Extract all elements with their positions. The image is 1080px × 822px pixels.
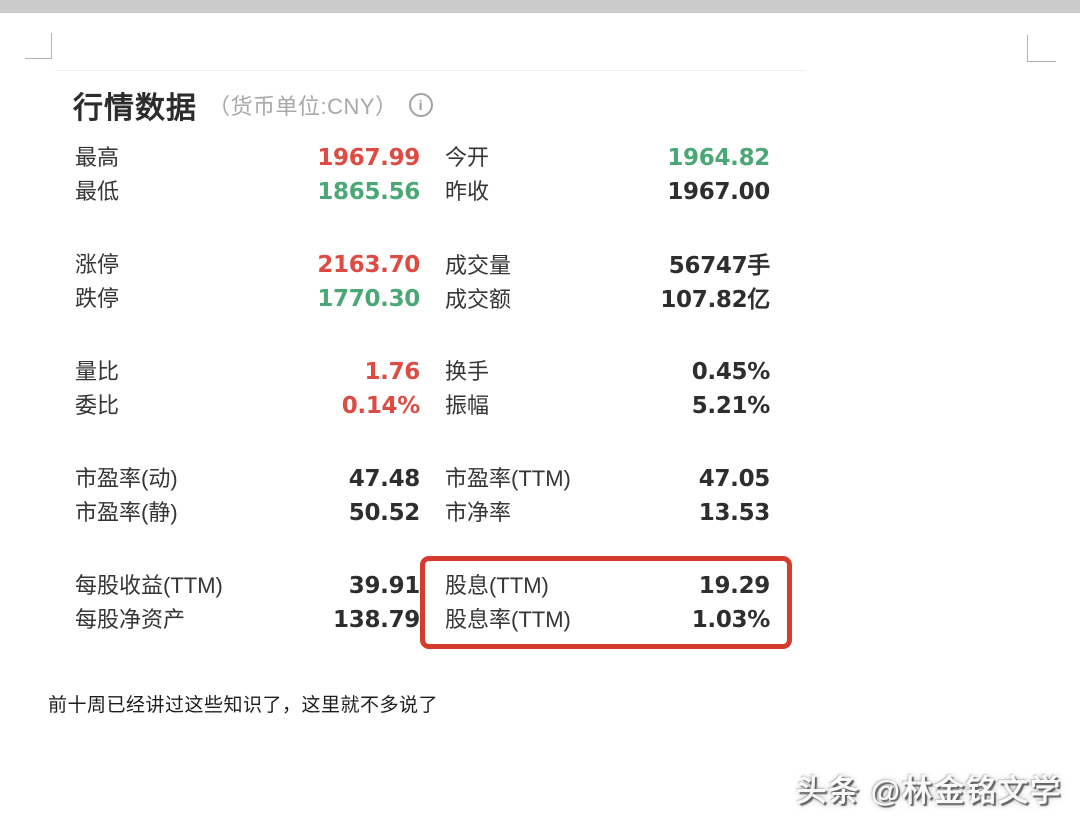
metric-label: 涨停 bbox=[75, 252, 120, 277]
metric-label: 每股收益(TTM) bbox=[75, 573, 223, 598]
metric-dividend-ttm: 股息(TTM) 19.29 bbox=[445, 568, 770, 600]
toutiao-watermark: 头条 @林金铭文学 bbox=[796, 775, 1062, 808]
metric-value: 50.52 bbox=[348, 500, 421, 526]
metric-volume: 成交量 56747手 bbox=[445, 246, 770, 280]
page-title: 行情数据 bbox=[73, 92, 197, 125]
metric-row: 最高 1967.99 今开 1964.82 bbox=[75, 139, 770, 173]
metric-eps-ttm: 每股收益(TTM) 39.91 bbox=[75, 568, 420, 600]
metric-row: 市盈率(动) 47.48 市盈率(TTM) 47.05 bbox=[75, 460, 770, 494]
metric-limit-up: 涨停 2163.70 bbox=[75, 247, 420, 279]
metric-value: 39.91 bbox=[348, 573, 421, 599]
metric-row: 跌停 1770.30 成交额 107.82亿 bbox=[75, 280, 770, 314]
market-data-card: 行情数据 （货币单位:CNY） i 最高 1967.99 今开 1964.82 bbox=[55, 70, 805, 661]
metric-row: 委比 0.14% 振幅 5.21% bbox=[75, 387, 770, 421]
metric-label: 股息(TTM) bbox=[445, 573, 549, 598]
metric-group-price-range: 最高 1967.99 今开 1964.82 最低 1865.56 昨收 bbox=[75, 139, 770, 207]
metric-turnover-rate: 换手 0.45% bbox=[445, 354, 770, 386]
metric-limit-down: 跌停 1770.30 bbox=[75, 281, 420, 313]
text-boundary-cropmark-left bbox=[25, 33, 52, 59]
metric-value: 1964.82 bbox=[667, 145, 770, 171]
metric-value: 1967.99 bbox=[317, 145, 420, 171]
metric-label: 换手 bbox=[445, 359, 490, 384]
metric-value: 13.53 bbox=[698, 500, 771, 526]
metric-group-valuation: 市盈率(动) 47.48 市盈率(TTM) 47.05 市盈率(静) 50.52… bbox=[75, 460, 770, 528]
metric-label: 今开 bbox=[445, 145, 490, 170]
metric-label: 成交量 bbox=[445, 253, 512, 278]
metric-value: 1865.56 bbox=[317, 179, 420, 205]
metric-row: 涨停 2163.70 成交量 56747手 bbox=[75, 246, 770, 280]
metric-volume-ratio: 量比 1.76 bbox=[75, 354, 420, 386]
metric-label: 振幅 bbox=[445, 393, 490, 418]
metric-label: 委比 bbox=[75, 393, 120, 418]
metric-amplitude: 振幅 5.21% bbox=[445, 388, 770, 420]
metric-group-per-share-dividend: 每股收益(TTM) 39.91 股息(TTM) 19.29 每股净资产 138.… bbox=[75, 567, 770, 635]
metric-pb: 市净率 13.53 bbox=[445, 495, 770, 527]
metric-label: 跌停 bbox=[75, 286, 120, 311]
metric-group-limits-volume: 涨停 2163.70 成交量 56747手 跌停 1770.30 成交额 bbox=[75, 246, 770, 314]
metric-pe-ttm: 市盈率(TTM) 47.05 bbox=[445, 461, 770, 493]
author-note-text: 前十周已经讲过这些知识了，这里就不多说了 bbox=[48, 695, 439, 716]
metric-turnover-amount: 成交额 107.82亿 bbox=[445, 280, 770, 314]
metric-value: 5.21% bbox=[691, 393, 771, 419]
info-icon[interactable]: i bbox=[408, 93, 433, 117]
metric-label: 每股净资产 bbox=[75, 607, 186, 632]
metric-dividend-yield-ttm: 股息率(TTM) 1.03% bbox=[445, 602, 770, 634]
metric-bid-ratio: 委比 0.14% bbox=[75, 388, 420, 420]
metric-bvps: 每股净资产 138.79 bbox=[75, 602, 420, 634]
metric-value: 47.05 bbox=[698, 466, 771, 492]
metric-label: 市净率 bbox=[445, 500, 512, 525]
metric-value: 138.79 bbox=[333, 607, 420, 633]
metric-value: 1770.30 bbox=[317, 286, 420, 312]
metric-label: 股息率(TTM) bbox=[445, 607, 571, 632]
metric-row: 最低 1865.56 昨收 1967.00 bbox=[75, 173, 770, 207]
metric-value: 1967.00 bbox=[667, 179, 770, 205]
metric-row: 量比 1.76 换手 0.45% bbox=[75, 353, 770, 387]
metric-label: 最低 bbox=[75, 179, 120, 204]
metric-label: 最高 bbox=[75, 145, 120, 170]
metric-pe-static: 市盈率(静) 50.52 bbox=[75, 495, 420, 527]
metric-value: 19.29 bbox=[698, 573, 771, 599]
metric-label: 市盈率(TTM) bbox=[445, 466, 571, 491]
metric-label: 量比 bbox=[75, 359, 120, 384]
metric-label: 市盈率(动) bbox=[75, 466, 178, 491]
metric-prev-close: 昨收 1967.00 bbox=[445, 174, 770, 206]
metric-value: 47.48 bbox=[348, 466, 421, 492]
metric-label: 市盈率(静) bbox=[75, 500, 178, 525]
metric-group-ratios: 量比 1.76 换手 0.45% 委比 0.14% 振幅 5.2 bbox=[75, 353, 770, 421]
currency-unit-label: （货币单位:CNY） bbox=[208, 94, 398, 119]
metric-value: 2163.70 bbox=[317, 252, 420, 278]
card-header: 行情数据 （货币单位:CNY） i bbox=[55, 71, 805, 125]
metric-high: 最高 1967.99 bbox=[75, 140, 420, 172]
metric-row: 市盈率(静) 50.52 市净率 13.53 bbox=[75, 494, 770, 528]
text-boundary-cropmark-right bbox=[1027, 35, 1056, 62]
metric-value: 107.82亿 bbox=[660, 287, 770, 313]
metric-value: 1.76 bbox=[364, 359, 420, 385]
metric-pe-dynamic: 市盈率(动) 47.48 bbox=[75, 461, 420, 493]
metric-value: 56747手 bbox=[668, 253, 771, 279]
metric-label: 成交额 bbox=[445, 287, 512, 312]
metric-low: 最低 1865.56 bbox=[75, 174, 420, 206]
metric-value: 0.45% bbox=[691, 359, 771, 385]
metric-label: 昨收 bbox=[445, 179, 490, 204]
metric-row: 每股收益(TTM) 39.91 股息(TTM) 19.29 bbox=[75, 567, 770, 601]
metric-value: 0.14% bbox=[341, 393, 421, 419]
metrics-grid: 最高 1967.99 今开 1964.82 最低 1865.56 昨收 bbox=[55, 125, 805, 661]
metric-open: 今开 1964.82 bbox=[445, 140, 770, 172]
metric-value: 1.03% bbox=[691, 607, 771, 633]
window-top-strip bbox=[0, 0, 1080, 13]
metric-row: 每股净资产 138.79 股息率(TTM) 1.03% bbox=[75, 601, 770, 635]
